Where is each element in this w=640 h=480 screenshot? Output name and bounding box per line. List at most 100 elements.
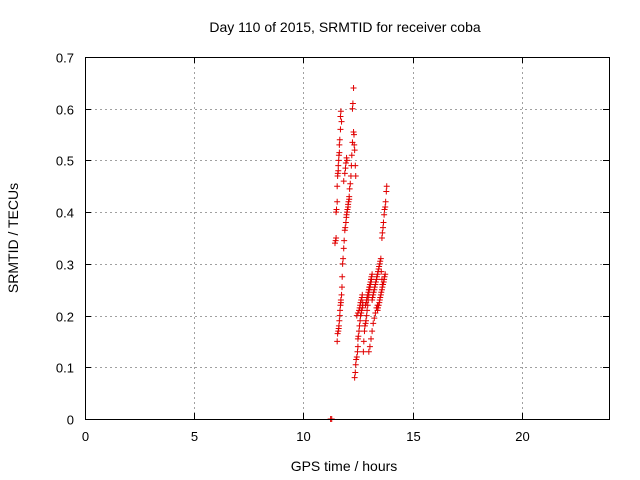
data-point (360, 338, 367, 345)
data-point (369, 328, 376, 335)
y-tick-label: 0.6 (56, 103, 74, 118)
data-point (356, 307, 363, 314)
data-point (347, 180, 354, 187)
y-tick-label: 0.3 (56, 258, 74, 273)
data-point (382, 271, 389, 278)
data-point (378, 268, 385, 275)
data-point (335, 162, 342, 169)
data-point (371, 315, 378, 322)
data-point (351, 374, 358, 381)
data-point (381, 273, 388, 280)
data-point (335, 167, 342, 174)
data-point (365, 348, 372, 355)
data-point (334, 198, 341, 205)
x-tick-label: 10 (296, 429, 310, 444)
data-point (335, 322, 342, 329)
data-point (363, 312, 370, 319)
data-point (342, 224, 349, 231)
data-point (352, 162, 359, 169)
y-tick-label: 0 (67, 413, 74, 428)
data-point (380, 281, 387, 288)
data-point (356, 328, 363, 335)
x-tick-label: 5 (191, 429, 198, 444)
data-point (377, 255, 384, 262)
data-point (366, 284, 373, 291)
data-point (345, 198, 352, 205)
data-point (334, 338, 341, 345)
data-point (366, 343, 373, 350)
data-point (381, 206, 388, 213)
data-point (338, 118, 345, 125)
data-point (362, 317, 369, 324)
data-point (379, 284, 386, 291)
data-point (342, 219, 349, 226)
data-point (380, 224, 387, 231)
data-point (341, 170, 348, 177)
data-points (327, 85, 390, 422)
data-point (370, 320, 377, 327)
data-point (380, 219, 387, 226)
data-point (356, 322, 363, 329)
data-point (333, 206, 340, 213)
data-point (350, 131, 357, 138)
data-point (337, 297, 344, 304)
data-point (336, 312, 343, 319)
data-point (344, 157, 350, 164)
data-point (373, 304, 380, 311)
data-point (360, 348, 367, 355)
data-point (334, 330, 341, 337)
data-point (333, 235, 340, 241)
data-point (369, 271, 376, 278)
data-point (336, 317, 343, 324)
data-point (338, 291, 345, 298)
data-point (341, 237, 348, 244)
data-point (364, 291, 371, 298)
data-point (331, 240, 338, 247)
data-point (342, 165, 349, 172)
data-point (338, 284, 345, 291)
x-tick-label: 0 (82, 429, 89, 444)
y-tick-label: 0.5 (56, 154, 74, 169)
grid-lines (85, 57, 609, 419)
data-point (371, 284, 378, 291)
data-point (353, 356, 360, 363)
data-point (370, 289, 377, 296)
data-point (335, 157, 342, 164)
data-point (337, 113, 344, 120)
data-point (340, 178, 347, 185)
x-tick-label: 20 (515, 429, 529, 444)
data-point (376, 263, 383, 270)
data-point (362, 302, 369, 309)
y-tick-label: 0.1 (56, 361, 74, 376)
data-point (357, 317, 364, 324)
data-point (351, 147, 358, 154)
data-point (334, 183, 341, 190)
data-point (364, 307, 371, 314)
data-point (353, 312, 360, 319)
plot-frame (85, 57, 610, 420)
data-point (358, 297, 365, 304)
data-point (353, 353, 360, 360)
data-point (339, 273, 346, 280)
y-tick-label: 0.7 (56, 51, 74, 66)
data-point (372, 309, 379, 316)
data-point (377, 294, 384, 301)
data-point (377, 258, 384, 265)
data-point (354, 348, 361, 355)
data-point (352, 172, 359, 179)
data-point (337, 307, 344, 314)
data-point (366, 281, 373, 288)
data-point (378, 235, 385, 241)
data-point (346, 185, 353, 192)
data-point (351, 141, 358, 148)
data-point (349, 100, 356, 107)
data-point (354, 309, 361, 316)
x-axis-label: GPS time / hours (291, 458, 398, 474)
data-point (373, 273, 380, 280)
data-point (374, 302, 381, 309)
data-point (337, 126, 344, 133)
data-point (378, 289, 385, 296)
data-point (339, 260, 346, 267)
data-point (336, 149, 343, 156)
